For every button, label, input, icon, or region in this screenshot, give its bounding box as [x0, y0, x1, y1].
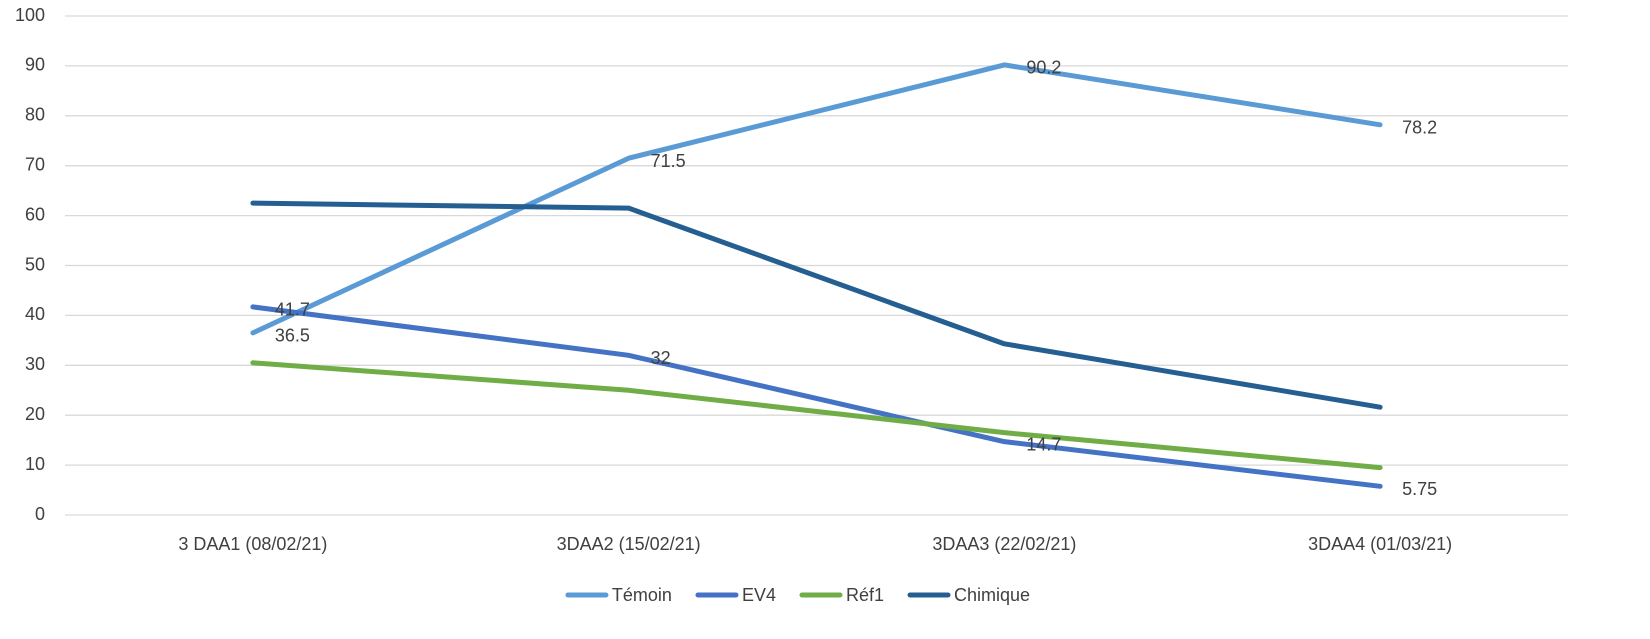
y-tick-label: 90 [25, 55, 45, 75]
y-tick-label: 10 [25, 454, 45, 474]
y-tick-label: 40 [25, 304, 45, 324]
data-label: 78.2 [1402, 118, 1437, 138]
data-label: 41.7 [275, 300, 310, 320]
y-tick-label: 50 [25, 254, 45, 274]
y-tick-label: 70 [25, 154, 45, 174]
y-tick-label: 80 [25, 105, 45, 125]
legend-label: Chimique [954, 585, 1030, 605]
x-tick-label: 3DAA3 (22/02/21) [932, 534, 1076, 554]
data-label: 36.5 [275, 326, 310, 346]
y-tick-label: 0 [35, 504, 45, 524]
legend-label: Témoin [612, 585, 672, 605]
x-tick-label: 3DAA2 (15/02/21) [557, 534, 701, 554]
x-tick-label: 3 DAA1 (08/02/21) [178, 534, 327, 554]
data-label: 14.7 [1026, 434, 1061, 454]
data-label: 90.2 [1026, 58, 1061, 78]
data-label: 71.5 [651, 151, 686, 171]
y-tick-label: 20 [25, 404, 45, 424]
y-tick-label: 100 [15, 5, 45, 25]
data-label: 32 [651, 348, 671, 368]
series-line [250, 304, 1383, 489]
x-tick-label: 3DAA4 (01/03/21) [1308, 534, 1452, 554]
series-line [250, 200, 1383, 410]
series-line [250, 360, 1383, 471]
data-label: 5.75 [1402, 479, 1437, 499]
y-tick-label: 30 [25, 354, 45, 374]
legend-label: EV4 [742, 585, 776, 605]
y-tick-label: 60 [25, 204, 45, 224]
series-line [250, 62, 1383, 336]
legend-label: Réf1 [846, 585, 884, 605]
